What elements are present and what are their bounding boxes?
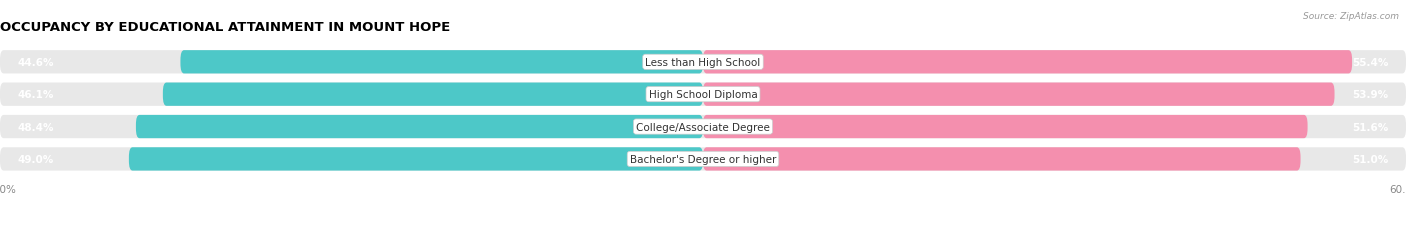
- FancyBboxPatch shape: [703, 51, 1353, 74]
- Text: 44.6%: 44.6%: [18, 58, 53, 67]
- Text: 46.1%: 46.1%: [18, 90, 53, 100]
- FancyBboxPatch shape: [0, 83, 1406, 106]
- Text: Source: ZipAtlas.com: Source: ZipAtlas.com: [1303, 12, 1399, 21]
- FancyBboxPatch shape: [703, 148, 1301, 171]
- FancyBboxPatch shape: [180, 51, 703, 74]
- FancyBboxPatch shape: [0, 51, 1406, 74]
- FancyBboxPatch shape: [703, 116, 1308, 139]
- FancyBboxPatch shape: [0, 148, 1406, 171]
- Text: 51.6%: 51.6%: [1353, 122, 1389, 132]
- FancyBboxPatch shape: [703, 83, 1334, 106]
- Text: 48.4%: 48.4%: [18, 122, 53, 132]
- Text: Less than High School: Less than High School: [645, 58, 761, 67]
- Text: 49.0%: 49.0%: [18, 154, 53, 164]
- Text: Bachelor's Degree or higher: Bachelor's Degree or higher: [630, 154, 776, 164]
- FancyBboxPatch shape: [129, 148, 703, 171]
- FancyBboxPatch shape: [0, 116, 1406, 139]
- Text: High School Diploma: High School Diploma: [648, 90, 758, 100]
- Text: 53.9%: 53.9%: [1353, 90, 1389, 100]
- FancyBboxPatch shape: [163, 83, 703, 106]
- Text: 55.4%: 55.4%: [1353, 58, 1389, 67]
- Text: 51.0%: 51.0%: [1353, 154, 1389, 164]
- Text: OCCUPANCY BY EDUCATIONAL ATTAINMENT IN MOUNT HOPE: OCCUPANCY BY EDUCATIONAL ATTAINMENT IN M…: [0, 21, 450, 33]
- FancyBboxPatch shape: [136, 116, 703, 139]
- Text: College/Associate Degree: College/Associate Degree: [636, 122, 770, 132]
